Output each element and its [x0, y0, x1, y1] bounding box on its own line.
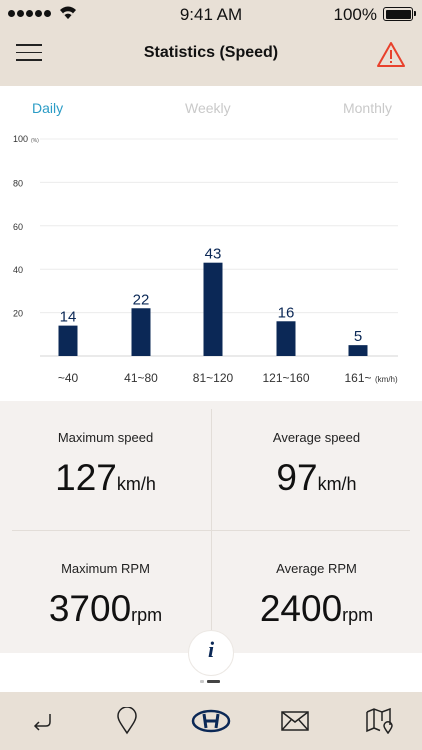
info-icon: i [207, 637, 215, 662]
avg-rpm-label: Average RPM [276, 561, 357, 576]
cellular-signal-icon [8, 10, 51, 17]
max-speed-value: 127 [55, 457, 117, 498]
warning-triangle-icon[interactable] [376, 40, 406, 68]
bar-value-label: 5 [354, 328, 362, 345]
nav-map[interactable] [355, 701, 405, 741]
max-rpm-stat: Maximum RPM 3700rpm [0, 561, 211, 630]
x-tick-label: 121~160 [262, 371, 309, 385]
mail-icon [281, 711, 310, 731]
stats-panel: Maximum speed 127km/h Average speed 97km… [0, 401, 422, 653]
chart-bar [276, 321, 296, 356]
page-indicator [200, 680, 220, 683]
location-pin-icon [116, 707, 137, 735]
status-bar: 9:41 AM 100% [0, 0, 422, 28]
avg-speed-value: 97 [276, 457, 318, 498]
x-tick-label: ~40 [58, 371, 79, 385]
hamburger-menu-icon[interactable] [16, 44, 42, 66]
y-tick-label: 60 [13, 222, 23, 232]
tab-daily[interactable]: Daily [32, 100, 64, 116]
page-dot-active [207, 680, 220, 683]
max-speed-stat: Maximum speed 127km/h [0, 430, 211, 499]
max-speed-unit: km/h [116, 474, 156, 494]
nav-location[interactable] [102, 701, 152, 741]
max-rpm-unit: rpm [131, 605, 163, 625]
tab-monthly[interactable]: Monthly [342, 100, 392, 116]
chart-bar [131, 308, 151, 356]
y-tick-label: 40 [13, 265, 23, 275]
avg-rpm-value-line: 2400rpm [211, 588, 422, 630]
nav-back[interactable] [17, 701, 67, 741]
status-time: 9:41 AM [179, 5, 243, 24]
info-button[interactable]: i [188, 630, 234, 676]
map-icon [366, 708, 393, 734]
stats-divider-vertical [211, 409, 212, 653]
max-rpm-label: Maximum RPM [61, 561, 150, 576]
stats-divider-horizontal [12, 530, 410, 531]
avg-speed-value-line: 97km/h [211, 457, 422, 499]
x-axis-unit: (km/h) [375, 375, 398, 384]
battery-icon [383, 7, 416, 21]
x-tick-label: 161~ [344, 371, 371, 385]
x-tick-label: 41~80 [124, 371, 158, 385]
back-arrow-icon [34, 714, 51, 731]
battery-percentage: 100% [333, 5, 377, 24]
speed-distribution-chart: 100 80 60 40 20 (%) 14 ~40 22 41~80 43 81~120 16 121~… [13, 134, 398, 385]
avg-speed-unit: km/h [317, 474, 357, 494]
max-rpm-value-line: 3700rpm [0, 588, 211, 630]
avg-rpm-stat: Average RPM 2400rpm [211, 561, 422, 630]
x-tick-label: 81~120 [193, 371, 234, 385]
period-tabs: Daily Weekly Monthly [0, 100, 422, 120]
max-speed-label: Maximum speed [57, 430, 154, 445]
avg-speed-label: Average speed [272, 430, 361, 445]
chart-bar [348, 345, 368, 356]
page-title: Statistics (Speed) [143, 44, 279, 61]
brand-logo-icon [191, 709, 231, 733]
avg-rpm-unit: rpm [342, 605, 374, 625]
tab-weekly[interactable]: Weekly [185, 100, 231, 116]
y-tick-label: 80 [13, 178, 23, 188]
bar-value-label: 14 [60, 309, 77, 326]
nav-home[interactable] [186, 701, 236, 741]
max-speed-value-line: 127km/h [0, 457, 211, 499]
bar-value-label: 22 [133, 291, 150, 308]
max-rpm-value: 3700 [48, 588, 132, 629]
chart-bar [203, 262, 223, 356]
avg-rpm-value: 2400 [259, 588, 343, 629]
app-header: Statistics (Speed) [0, 28, 422, 86]
bar-value-label: 43 [205, 246, 222, 263]
y-tick-label: 20 [13, 309, 23, 319]
bar-value-label: 16 [278, 304, 295, 321]
nav-mail[interactable] [270, 701, 320, 741]
page-dot [200, 680, 204, 683]
chart-bar [58, 325, 78, 356]
bottom-nav [0, 692, 422, 750]
y-tick-label: 100 [13, 134, 28, 144]
wifi-icon [60, 6, 76, 19]
avg-speed-stat: Average speed 97km/h [211, 430, 422, 499]
y-axis-unit: (%) [31, 138, 39, 144]
